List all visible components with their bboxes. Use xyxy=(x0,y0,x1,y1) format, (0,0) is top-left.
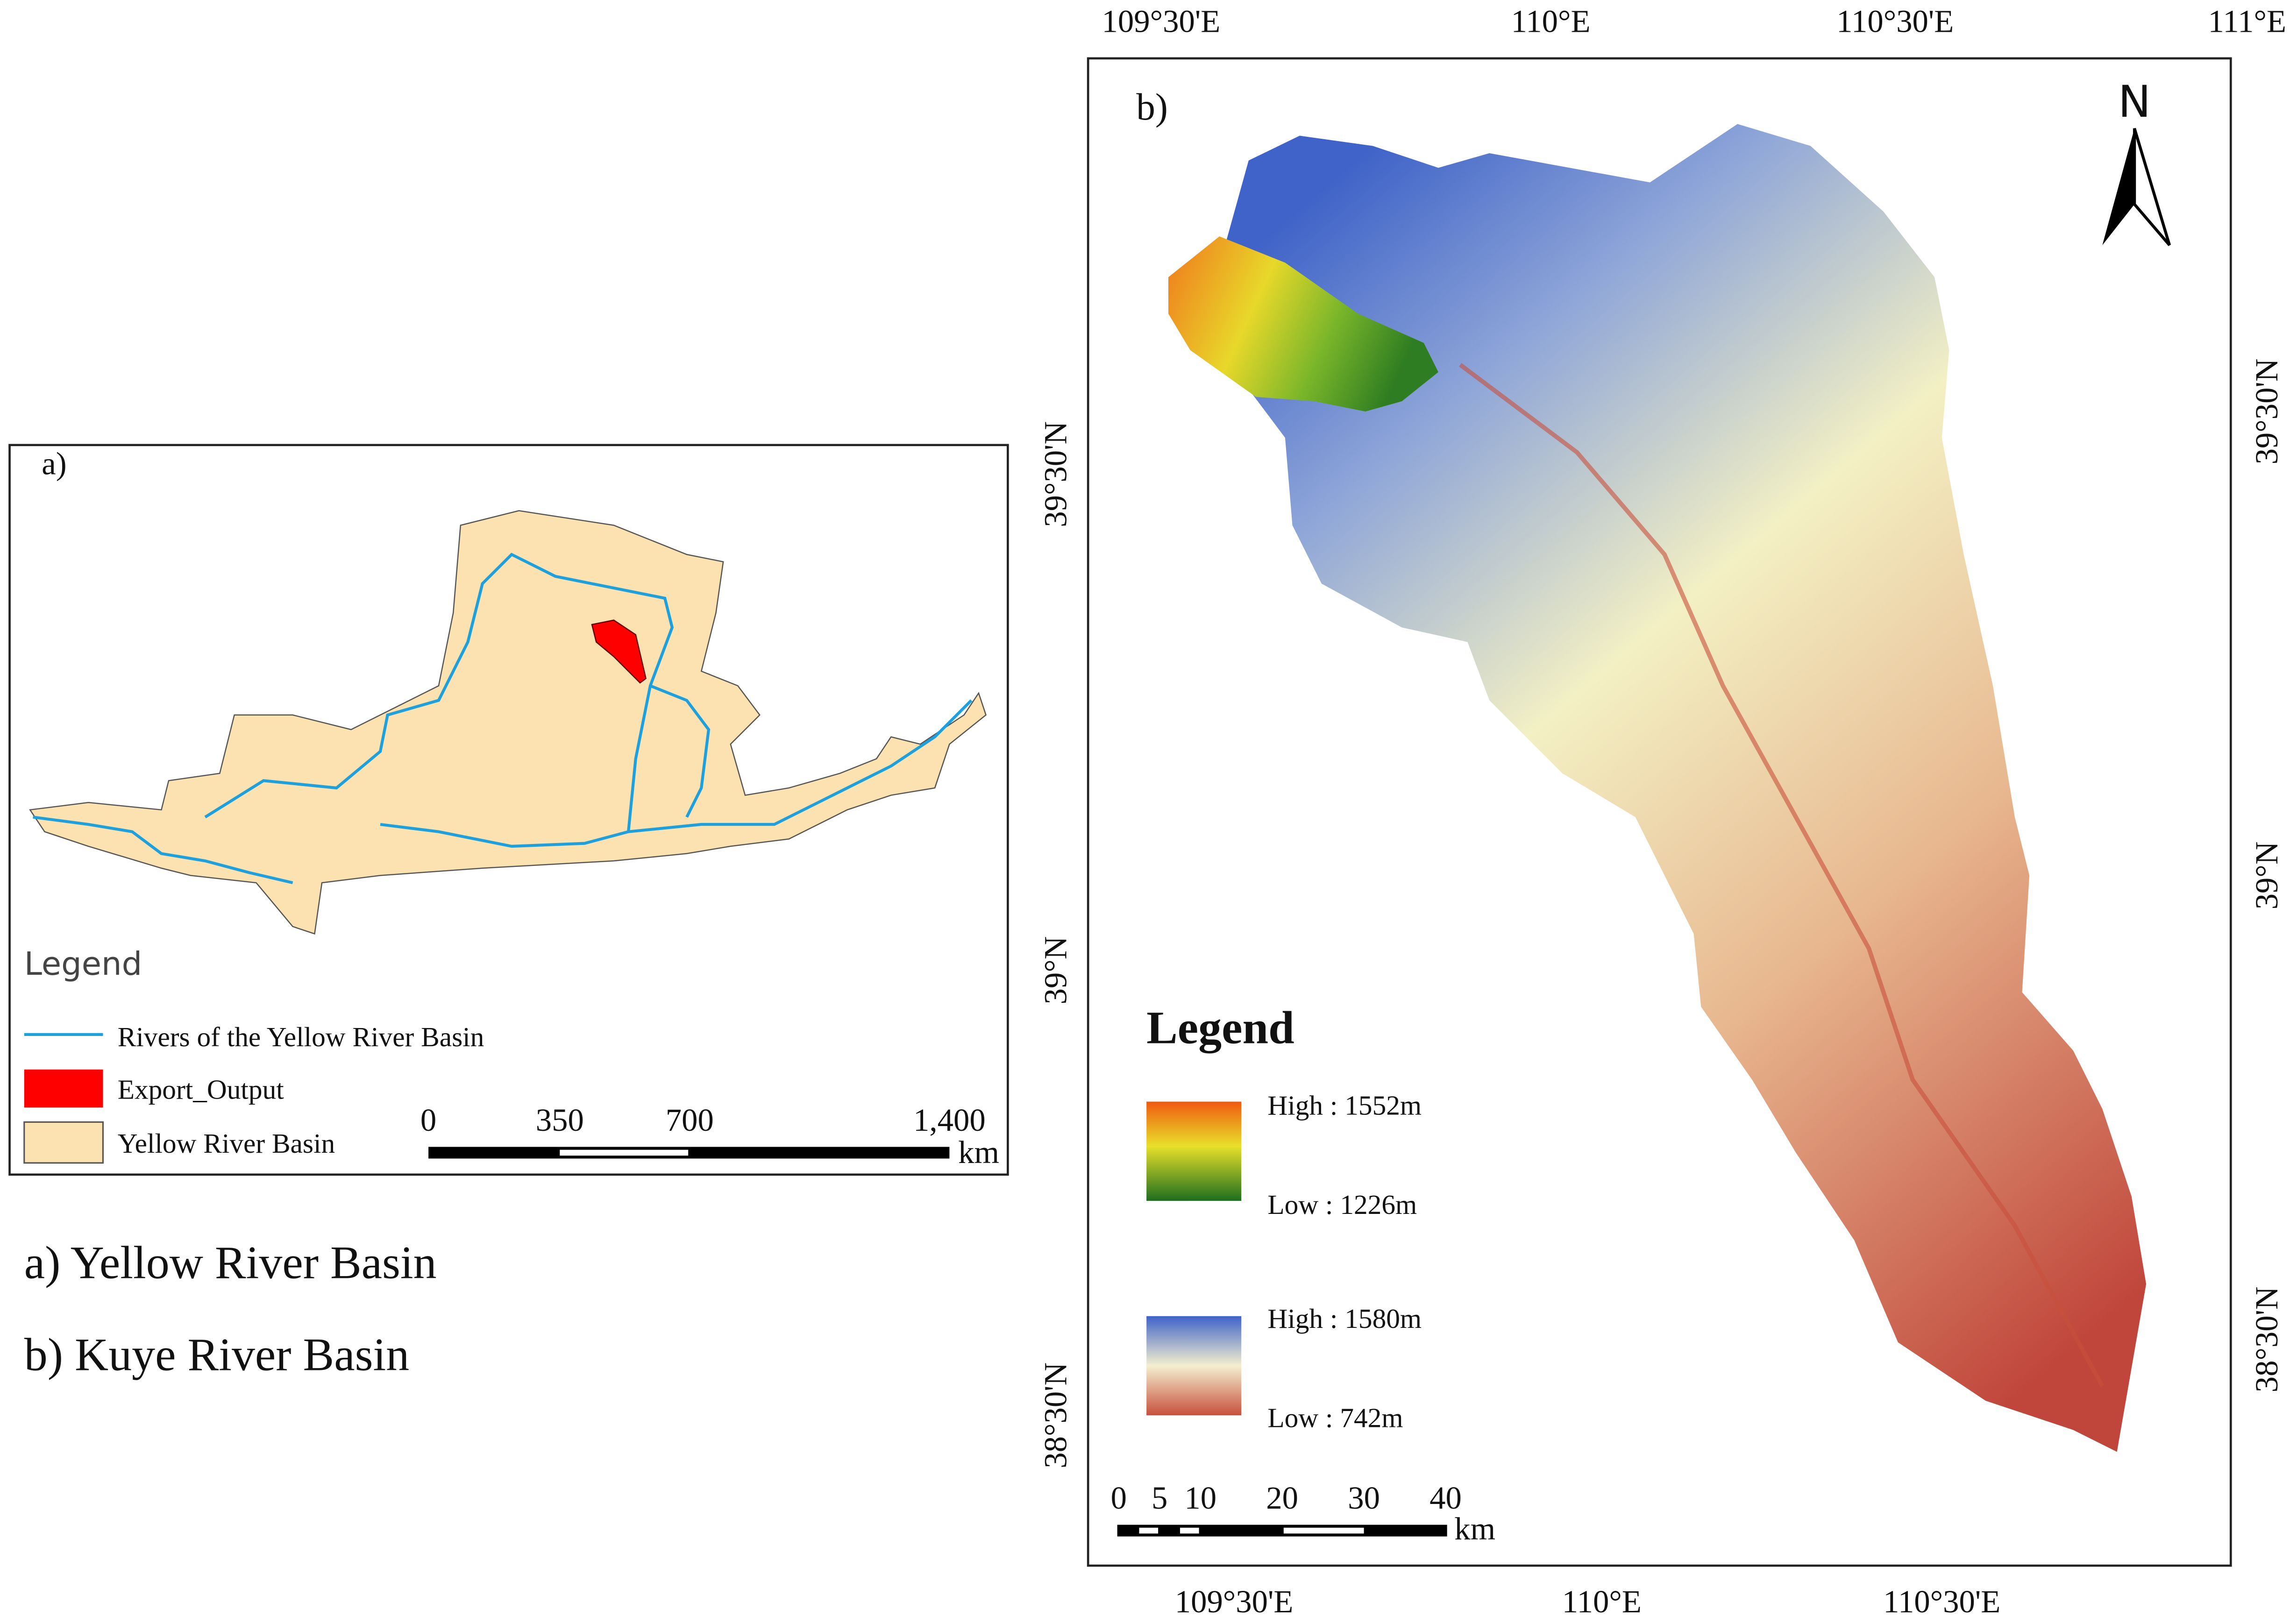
legend-ramp xyxy=(1146,1316,1242,1416)
right-label: 38°30'N xyxy=(2249,1286,2284,1392)
legend-swatch xyxy=(24,1069,103,1108)
legend-item: Low : 742m xyxy=(1267,1402,1403,1433)
main-channel xyxy=(1458,363,2105,1388)
north-arrow xyxy=(2133,128,2171,246)
left-label: 39°30'N xyxy=(1038,421,1073,527)
left-label: 39°N xyxy=(1038,936,1073,1005)
legend-item: Low : 1226m xyxy=(1267,1189,1417,1220)
top-label: 111°E xyxy=(2208,4,2286,39)
top-label: 109°30'E xyxy=(1102,4,1221,39)
legend-ramp xyxy=(1146,1101,1242,1201)
bottom-label: 109°30'E xyxy=(1175,1584,1294,1619)
top-label: 110°E xyxy=(1511,4,1590,39)
scale-unit: km xyxy=(1454,1511,1495,1546)
scale-label: 1,400 xyxy=(913,1102,986,1138)
scale-label: 30 xyxy=(1348,1480,1380,1516)
scale-label: 10 xyxy=(1184,1480,1216,1516)
scale-label: 0 xyxy=(420,1102,436,1138)
kuye-basin xyxy=(1212,124,2147,1452)
legend-item: Rivers of the Yellow River Basin xyxy=(118,1021,484,1052)
scale-unit: km xyxy=(958,1135,999,1170)
north-label: N xyxy=(2118,77,2151,128)
legend-item: High : 1580m xyxy=(1267,1303,1422,1334)
scale-bar: 0 5 10 20 30 40 km xyxy=(1111,1480,1496,1546)
scale-label: 40 xyxy=(1429,1480,1462,1516)
legend-item: High : 1552m xyxy=(1267,1090,1422,1121)
bottom-label: 110°E xyxy=(1562,1584,1642,1619)
basin xyxy=(29,510,987,935)
scale-label: 350 xyxy=(536,1102,584,1138)
panel-label: b) xyxy=(1136,86,1168,128)
legend-item: Export_Output xyxy=(118,1074,284,1105)
legend-swatch xyxy=(23,1121,104,1164)
caption: b) Kuye River Basin xyxy=(24,1328,409,1380)
left-label: 38°30'N xyxy=(1038,1362,1073,1468)
panel-label: a) xyxy=(42,446,66,481)
legend-title: Legend xyxy=(24,945,142,983)
rivers xyxy=(33,553,973,885)
panel-a: a) Legend Rivers of the Yellow River Bas… xyxy=(8,444,1009,1176)
scale-label: 700 xyxy=(666,1102,714,1138)
export-output xyxy=(591,619,647,684)
top-label: 110°30'E xyxy=(1836,4,1954,39)
legend-title: Legend xyxy=(1146,1002,1294,1054)
scale-label: 5 xyxy=(1152,1480,1167,1516)
scale-bar: 0 350 700 1,400 km xyxy=(420,1102,999,1170)
right-label: 39°N xyxy=(2249,841,2284,909)
panel-b: b) N 109°30'E 110°E 110°30'E 111°E 109°3… xyxy=(1038,4,2286,1619)
legend-item: Yellow River Basin xyxy=(118,1128,335,1159)
right-label: 39°30'N xyxy=(2249,358,2284,464)
caption: a) Yellow River Basin xyxy=(24,1237,437,1289)
sub-basin xyxy=(1168,236,1438,411)
bottom-label: 110°30'E xyxy=(1883,1584,2000,1619)
scale-label: 20 xyxy=(1266,1480,1298,1516)
scale-label: 0 xyxy=(1111,1480,1127,1516)
